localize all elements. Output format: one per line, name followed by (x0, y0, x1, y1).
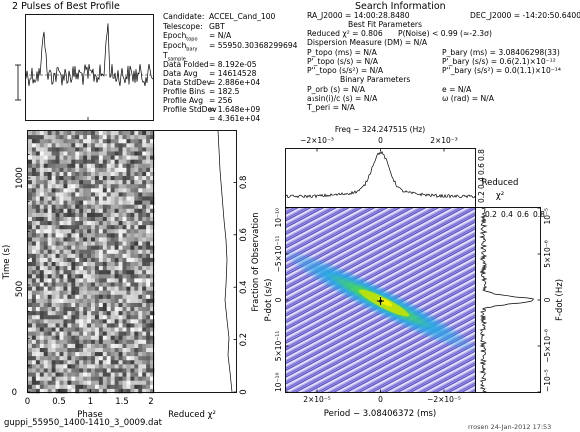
fdot-ytick-3: −5×10⁻⁶ (543, 329, 552, 363)
dm-value: Dispersion Measure (DM) = N/A (307, 38, 428, 47)
info-data-folded: Data Folded = 8.192e-05 (163, 60, 257, 69)
info-t-sample: Tsample (163, 51, 186, 63)
tp-xtick-2: 1 (88, 397, 93, 407)
fdot-ytick-0: 10⁻⁵ (543, 208, 552, 225)
fdot-ylabel: F-dot (Hz) (555, 279, 565, 321)
tp-xtick-3: 1.5 (115, 397, 129, 407)
ra-value: RA_J2000 = 14:00:28.8480 (307, 11, 410, 20)
tp-xlabel: Phase (77, 410, 102, 420)
tp-ytick-0: 0 (12, 388, 17, 398)
pp-ytick-2: 0 (274, 297, 283, 302)
fdot-xtick-3: 0.8 (533, 210, 545, 219)
binary-heading: Binary Parameters (340, 75, 411, 84)
info-profile-stddev: Profile StdDev = 1.648e+09 (163, 105, 261, 114)
profile-plot (15, 14, 154, 121)
chi-ytick-1: 0.2 (239, 333, 249, 347)
chi-ytick-4: 0.8 (239, 176, 249, 190)
freq-xtick-1: 0 (378, 136, 383, 145)
fdot-ytick-4: −10⁻⁵ (543, 369, 552, 392)
a1sini-value: a₁sin(i)/c (s) = N/A (307, 94, 378, 103)
pp-ytick-1: −5×10⁻¹¹ (274, 236, 283, 273)
pp-xtick-1: 0 (378, 395, 383, 404)
pp-ytick-3: 5×10⁻¹¹ (274, 331, 283, 362)
time-phase-plot: 0 500 1000 Time (s) 0 0.5 1 1.5 2 Phase (2, 130, 155, 420)
fdot-ytick-2: 0 (543, 297, 552, 302)
pd-topo-value: P'_topo (s/s) = N/A (307, 57, 378, 66)
freq-ylabel: Reduced (482, 178, 519, 188)
pdd-bary-value: P''_bary (s/s²) = 0.0(1.1)×10⁻¹⁴ (442, 66, 561, 75)
pp-ytick-0: 10⁻¹⁰ (274, 208, 283, 228)
chi-ytick-0: 0 (239, 389, 249, 394)
pp-xtick-0: 2×10⁻⁵ (303, 395, 331, 404)
reduced-chi-value: Reduced χ² = 0.806 (307, 29, 383, 38)
plot-title: 2 Pulses of Best Profile (12, 1, 120, 12)
pp-ytick-4: 10⁻¹⁰ (274, 372, 283, 392)
tp-xtick-1: 0.5 (52, 397, 66, 407)
footer-user: rrosen 24-Jan-2012 17:53 (468, 423, 552, 431)
t-peri-value: T_peri = N/A (307, 103, 355, 112)
omega-value: ω (rad) = N/A (442, 94, 494, 103)
sigma-value: (≈-2.3σ) (460, 29, 492, 38)
freq-ytick-1: 0.4 (477, 177, 486, 189)
tp-xtick-4: 2 (148, 397, 153, 407)
info-profile-avg: Profile Avg = 256 (163, 96, 233, 105)
freq-ytick-2: 0.6 (477, 163, 486, 175)
chi-ytick-2: 0.4 (239, 280, 249, 294)
chi-ylabel: Fraction of Observation (251, 212, 261, 311)
p-topo-value: P_topo (ms) = N/A (307, 48, 377, 57)
info-data-stddev: Data StdDev = 2.886e+04 (163, 78, 261, 87)
pp-xlabel: Period − 3.08406372 (ms) (324, 409, 436, 419)
dec-value: DEC_J2000 = -14:20:50.6400 (470, 11, 580, 20)
footer-filename: guppi_55950_1400-1410_3_0009.dat (4, 418, 162, 428)
chi-fraction-plot: 0 0.2 0.4 0.6 0.8 Fraction of Observatio… (153, 130, 261, 420)
tp-ylabel: Time (s) (2, 245, 12, 281)
pnoise-value: P(Noise) < 0.99 (398, 29, 458, 38)
freq-ytick-3: 0.8 (477, 149, 486, 161)
info-profile-stddev-value: = 4.361e+04 (209, 114, 261, 123)
pp-ylabel: P-dot (s/s) (264, 279, 274, 322)
info-epoch-topo: Epochtopo = N/A (163, 31, 232, 43)
tp-ytick-1000: 1000 (15, 167, 25, 189)
info-candidate: Candidate: ACCEL_Cand_100 (163, 12, 276, 21)
chi-xlabel: Reduced χ² (168, 410, 216, 420)
freq-xtick-0: −2×10⁻³ (300, 136, 334, 145)
info-data-avg: Data Avg = 14614528 (163, 69, 257, 78)
freq-label: Freq − 324.247515 (Hz) (335, 125, 425, 134)
tp-ytick-500: 500 (15, 281, 25, 297)
freq-xtick-2: 2×10⁻³ (430, 136, 458, 145)
fdot-ytick-1: 5×10⁻⁶ (543, 240, 552, 268)
freq-ylabel-chi: χ² (496, 191, 504, 201)
pd-bary-value: P'_bary (s/s) = 0.6(2.1)×10⁻¹² (442, 57, 556, 66)
info-epoch-bary: Epochbary = 55950.30368299694 (163, 41, 298, 53)
info-profile-bins: Profile Bins = 182.5 (163, 87, 240, 96)
p-bary-value: P_bary (ms) = 3.08406298(33) (442, 48, 560, 57)
fdot-xtick-0: 0.2 (485, 210, 497, 219)
freq-ytick-0: 0.2 (477, 191, 486, 203)
fdot-xtick-2: 0.6 (517, 210, 529, 219)
p-orb-value: P_orb (s) = N/A (307, 85, 365, 94)
search-info-heading: Search Information (355, 1, 446, 12)
best-fit-heading: Best Fit Parameters (348, 20, 423, 29)
info-telescope: Telescope: GBT (163, 21, 225, 31)
tp-xtick-0: 0 (25, 397, 30, 407)
chi-ytick-3: 0.6 (239, 228, 249, 242)
pdd-topo-value: P''_topo (s/s²) = N/A (307, 66, 384, 75)
e-value: e = N/A (442, 85, 472, 94)
fdot-xtick-1: 0.4 (501, 210, 513, 219)
pp-xtick-2: −2×10⁻⁵ (427, 395, 461, 404)
